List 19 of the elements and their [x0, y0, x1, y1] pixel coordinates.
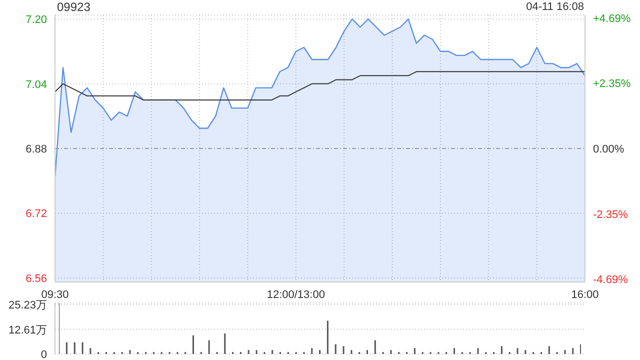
- y2-tick-label: 0.00%: [593, 144, 624, 156]
- chart-title: 09923: [57, 0, 90, 14]
- y-tick-label: 7.20: [26, 14, 47, 26]
- y-tick-label: 6.56: [26, 272, 47, 285]
- line-series: [55, 71, 585, 100]
- y2-tick-label: -4.69%: [593, 274, 628, 286]
- y2-tick-label: -2.35%: [593, 208, 628, 221]
- y-tick-label: 6.88: [26, 144, 47, 156]
- y2-tick-label: +2.35%: [593, 78, 631, 90]
- y-tick-label: 0: [40, 349, 47, 360]
- y-tick-label: 6.72: [26, 208, 47, 220]
- text: 04-11 16:08: [526, 1, 584, 14]
- y-tick-label: 12.61万: [8, 324, 47, 336]
- x-tick-label: 16:00: [571, 288, 599, 301]
- y2-tick-label: +4.69%: [593, 13, 631, 26]
- y-tick-label: 7.04: [26, 78, 47, 91]
- x-tick-label: 12:00/13:00: [266, 288, 325, 301]
- y-tick-label: 25.23万: [8, 300, 47, 312]
- x-tick-label: 09:30: [41, 288, 69, 301]
